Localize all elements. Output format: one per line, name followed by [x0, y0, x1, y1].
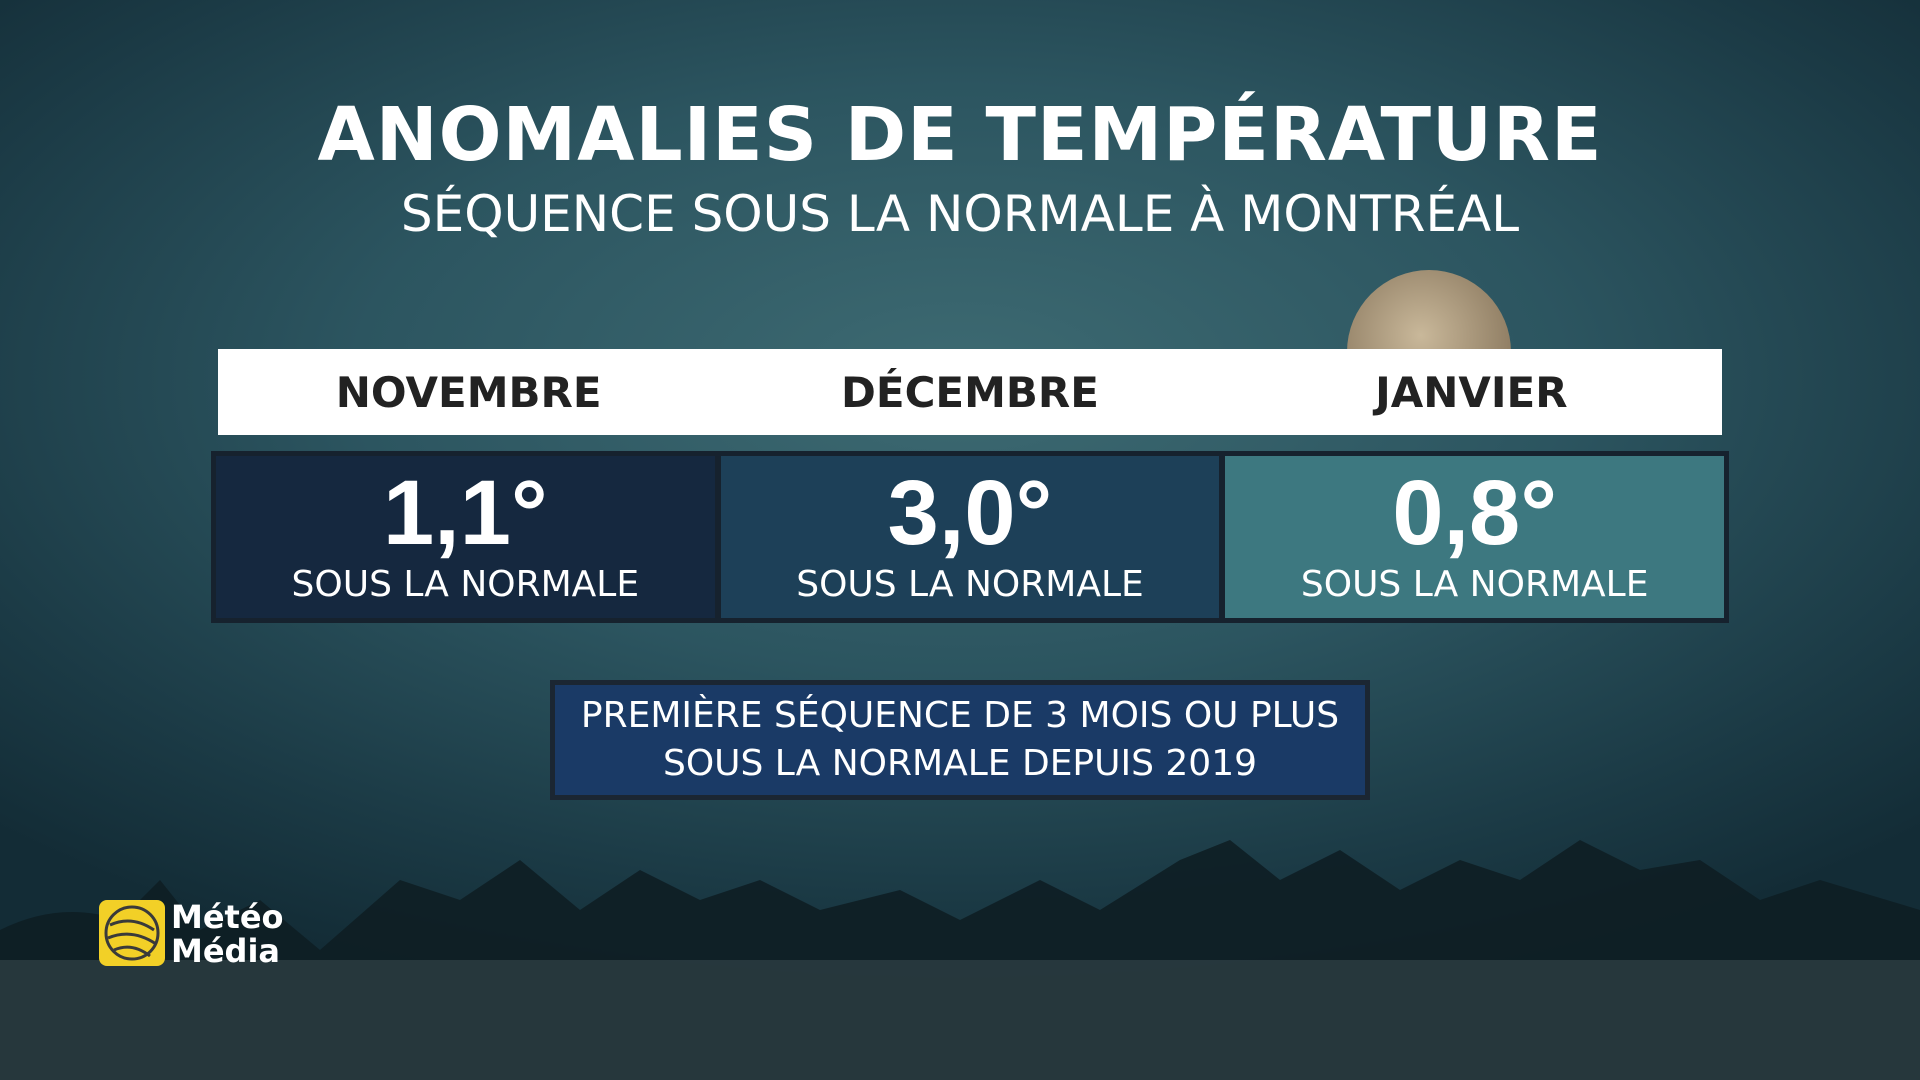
month-label: JANVIER [1375, 367, 1568, 417]
anomaly-value: 0,8° [1392, 462, 1558, 564]
value-cell: 3,0° SOUS LA NORMALE [720, 456, 1220, 618]
logo-icon [99, 900, 165, 966]
anomaly-label: SOUS LA NORMALE [796, 564, 1144, 605]
logo-text: Météo Média [171, 900, 284, 968]
note-box: PREMIÈRE SÉQUENCE DE 3 MOIS OU PLUS SOUS … [550, 680, 1370, 800]
subtitle: SÉQUENCE SOUS LA NORMALE À MONTRÉAL [400, 185, 1520, 243]
anomaly-label: SOUS LA NORMALE [291, 564, 640, 605]
anomaly-value: 3,0° [887, 462, 1053, 564]
value-cell: 0,8° SOUS LA NORMALE [1225, 456, 1725, 618]
anomaly-value: 1,1° [382, 462, 548, 564]
value-row: 1,1° SOUS LA NORMALE 3,0° SOUS LA NORMALE 0,… [211, 451, 1729, 623]
anomaly-label: SOUS LA NORMALE [1300, 564, 1649, 605]
month-header: NOVEMBRE DÉCEMBRE JANVIER [218, 349, 1722, 435]
title: ANOMALIES DE TEMPÉRATURE [317, 92, 1603, 178]
note-line: PREMIÈRE SÉQUENCE DE 3 MOIS OU PLUS [580, 695, 1340, 736]
value-cell: 1,1° SOUS LA NORMALE [216, 456, 715, 618]
month-label: NOVEMBRE [335, 367, 602, 417]
logo-line: Météo [171, 898, 284, 936]
frosted-ground [0, 960, 1920, 1080]
month-label: DÉCEMBRE [841, 367, 1099, 417]
logo-line: Média [171, 932, 281, 970]
note-line: SOUS LA NORMALE DEPUIS 2019 [662, 743, 1258, 784]
